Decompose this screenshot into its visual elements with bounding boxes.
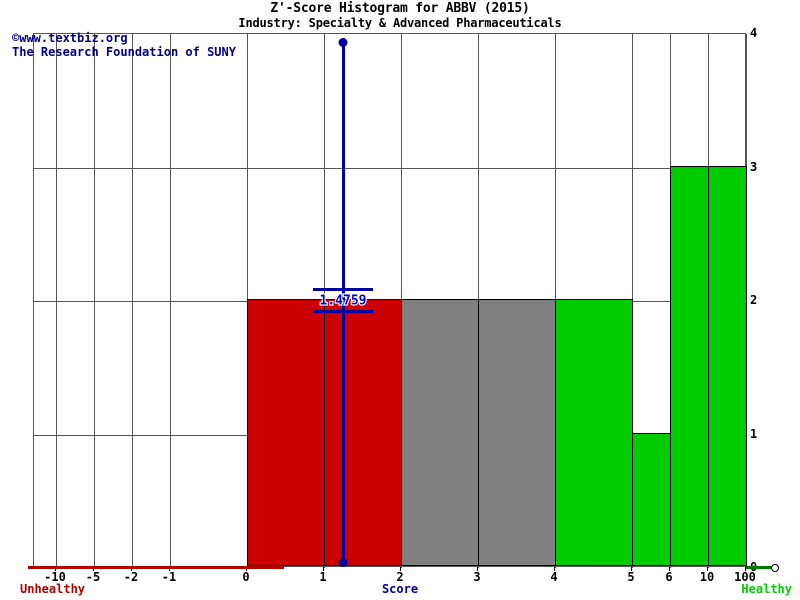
x-tick-label: 3 <box>473 570 481 584</box>
copyright-credit: ©www.textbiz.org The Research Foundation… <box>12 31 236 59</box>
x-tick-label: -2 <box>123 570 139 584</box>
x-tick-label: 10 <box>699 570 715 584</box>
x-tick-label: -10 <box>44 570 66 584</box>
x-tick-mark <box>323 567 324 571</box>
plot-area <box>33 33 747 568</box>
x-tick-mark <box>554 567 555 571</box>
histogram-bar <box>708 165 747 566</box>
credit-line-1: ©www.textbiz.org <box>12 31 128 45</box>
x-tick-label: 5 <box>627 570 635 584</box>
x-tick-mark <box>93 567 94 571</box>
x-tick-label: 0 <box>242 570 250 584</box>
x-tick-label: 1 <box>319 570 327 584</box>
x-tick-label: -5 <box>85 570 101 584</box>
score-marker-bottom-dot <box>338 558 348 567</box>
score-marker-top-dot <box>338 38 348 47</box>
x-axis-title: Score <box>381 582 419 597</box>
histogram-bar <box>401 299 479 566</box>
x-tick-mark <box>707 567 708 571</box>
gridline-x--10 <box>56 34 57 568</box>
x-tick-mark <box>400 567 401 571</box>
x-tick-label: 2 <box>396 570 404 584</box>
score-marker-value-label: 1.4759 <box>318 292 367 309</box>
x-tick-mark <box>246 567 247 571</box>
x-tick-label: 6 <box>665 570 673 584</box>
histogram-bar <box>670 165 709 566</box>
chart-subtitle: Industry: Specialty & Advanced Pharmaceu… <box>238 16 562 30</box>
x-tick-label: 100 <box>734 570 756 584</box>
x-tick-mark <box>669 567 670 571</box>
histogram-bar <box>478 299 556 566</box>
x-tick-mark <box>477 567 478 571</box>
x-tick-mark <box>169 567 170 571</box>
chart-title: Z'-Score Histogram for ABBV (2015) <box>270 1 530 16</box>
gridline-x--1 <box>170 34 171 568</box>
credit-line-2: The Research Foundation of SUNY <box>12 45 236 59</box>
x-tick-label: -1 <box>161 570 177 584</box>
y-tick-label: 2 <box>750 293 758 307</box>
y-tick-label: 1 <box>750 426 758 441</box>
x-tick-mark <box>745 567 746 571</box>
gridline-y-3 <box>34 167 747 169</box>
gridline-x--5 <box>94 34 95 568</box>
healthy-annotation: Healthy <box>741 582 792 596</box>
histogram-bar <box>632 432 671 566</box>
axis-endcap-icon <box>771 564 779 572</box>
x-tick-mark <box>131 567 132 571</box>
histogram-bar <box>555 299 633 566</box>
y-tick-label: 3 <box>750 159 758 174</box>
gridline-x--2 <box>132 34 133 568</box>
y-tick-label: 4 <box>750 26 758 40</box>
healthy-axis-rail <box>746 566 772 569</box>
score-marker-upper-whisker <box>313 288 373 291</box>
histogram-bar <box>324 299 402 566</box>
x-tick-mark <box>631 567 632 571</box>
score-marker-line <box>342 38 345 562</box>
x-tick-mark <box>55 567 56 571</box>
histogram-bar <box>247 299 325 566</box>
score-marker-lower-whisker <box>313 310 373 313</box>
unhealthy-axis-rail <box>28 566 284 569</box>
unhealthy-annotation: Unhealthy <box>20 582 86 596</box>
x-tick-label: 4 <box>550 570 558 584</box>
